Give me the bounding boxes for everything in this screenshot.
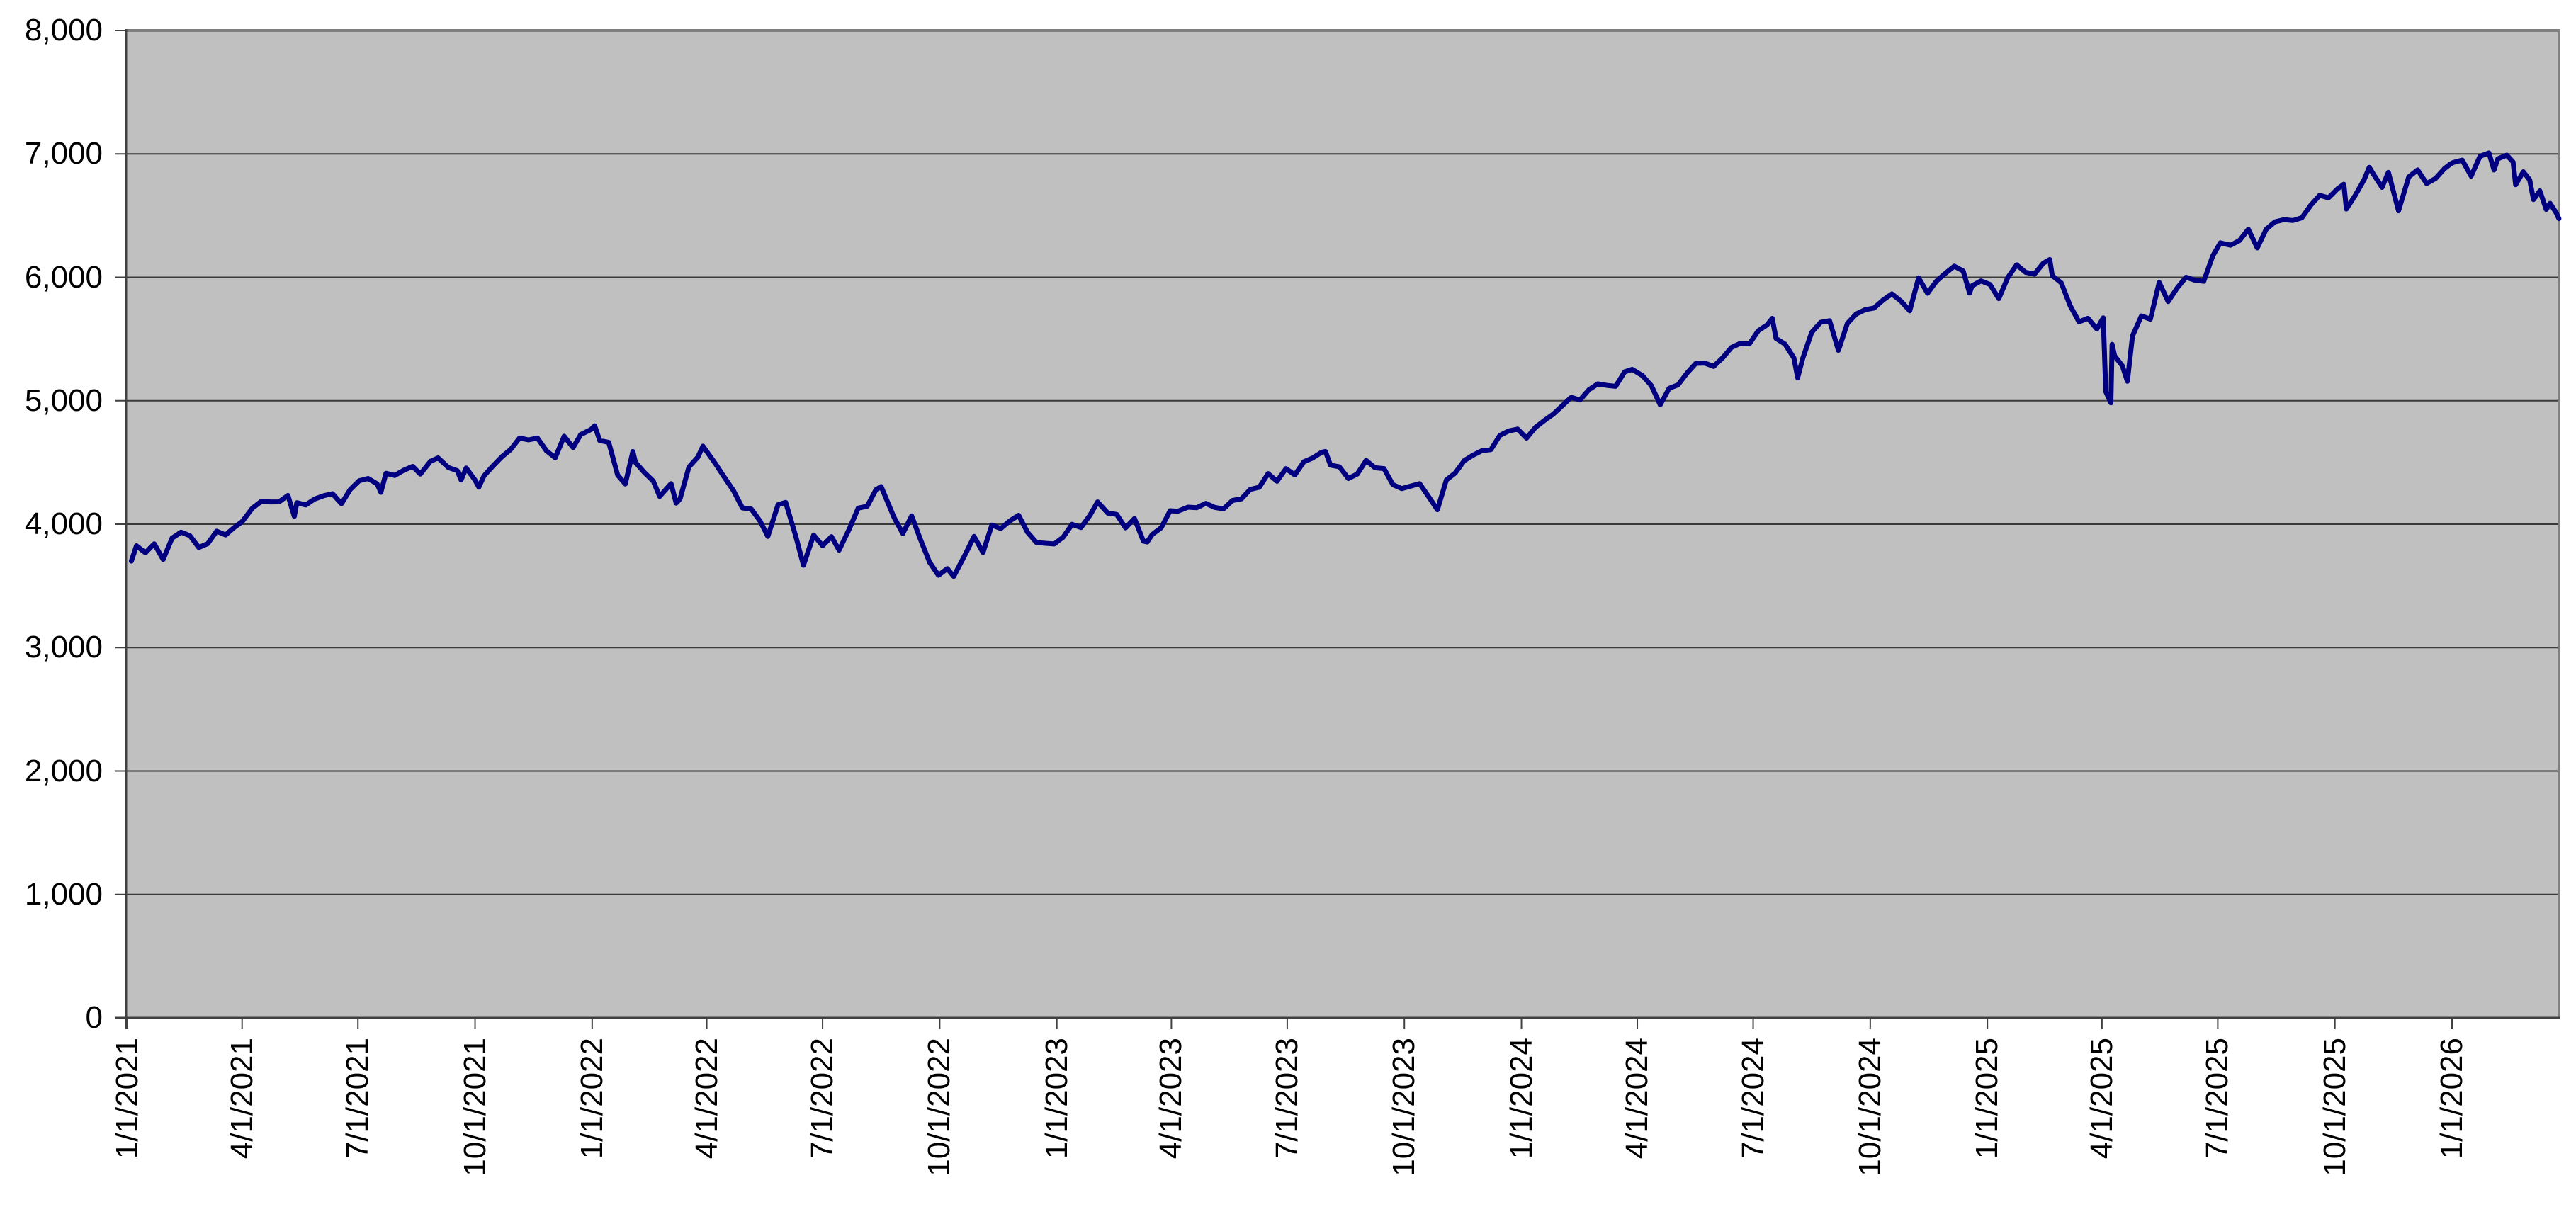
x-tick-label: 1/1/2022 (574, 1038, 609, 1160)
x-tick-label: 4/1/2025 (2084, 1038, 2119, 1160)
x-tick-label: 1/1/2026 (2434, 1038, 2469, 1160)
y-tick-label: 8,000 (24, 13, 103, 47)
x-tick-label: 4/1/2023 (1153, 1038, 1189, 1160)
x-tick-label: 10/1/2021 (457, 1038, 492, 1177)
x-tick-label: 10/1/2023 (1386, 1038, 1422, 1177)
x-tick-label: 7/1/2024 (1735, 1038, 1770, 1160)
x-tick-label: 7/1/2022 (805, 1038, 840, 1160)
x-tick-label: 7/1/2025 (2200, 1038, 2235, 1160)
x-tick-label: 4/1/2021 (224, 1038, 259, 1160)
y-tick-label: 0 (85, 1000, 103, 1035)
price-line (128, 150, 2562, 579)
x-tick-label: 1/1/2024 (1503, 1038, 1539, 1160)
x-tick-label: 10/1/2024 (1852, 1038, 1887, 1177)
x-tick-label: 7/1/2023 (1269, 1038, 1304, 1160)
y-tick-label: 6,000 (24, 259, 103, 295)
x-tick-label: 1/1/2023 (1039, 1038, 1074, 1160)
y-tick-label: 5,000 (24, 382, 103, 418)
y-tick-label: 1,000 (24, 876, 103, 912)
y-tick-label: 4,000 (24, 506, 103, 541)
x-tick-label: 7/1/2021 (340, 1038, 375, 1160)
x-tick-label: 4/1/2024 (1620, 1038, 1655, 1160)
y-tick-label: 7,000 (24, 136, 103, 171)
y-tick-label: 2,000 (24, 753, 103, 788)
x-tick-label: 4/1/2022 (689, 1038, 724, 1160)
x-tick-label: 1/1/2025 (1970, 1038, 2005, 1160)
x-tick-label: 1/1/2021 (110, 1038, 145, 1160)
x-tick-label: 10/1/2025 (2317, 1038, 2352, 1177)
x-tick-label: 10/1/2022 (922, 1038, 957, 1177)
y-tick-label: 3,000 (24, 630, 103, 665)
